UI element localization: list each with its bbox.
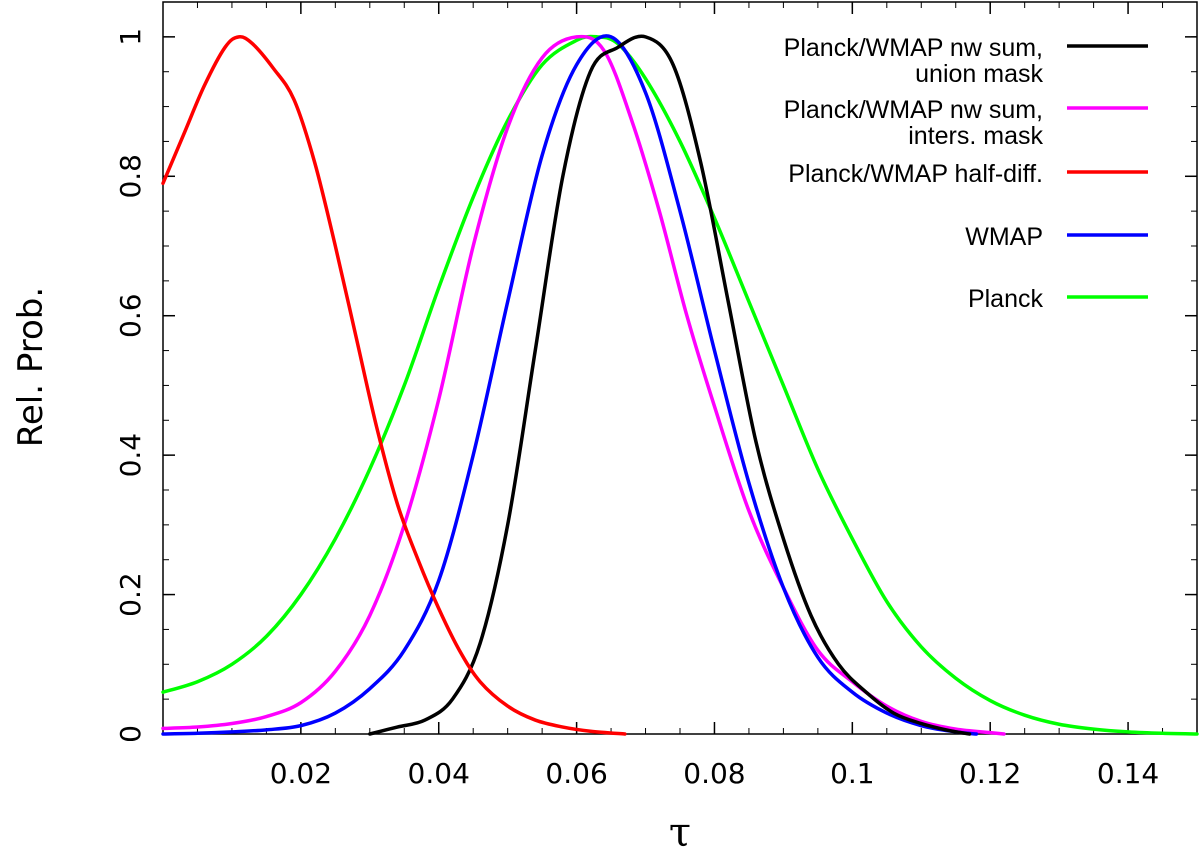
- axes: 0.02 0.04 0.06 0.08 0.1 0.12 0.14 0 0.2 0.4 0.6 0.8…: [114, 1, 1198, 790]
- y-tick-label: 0.6: [114, 293, 147, 338]
- legend-entry: WMAP: [965, 223, 1148, 251]
- y-tick-label: 0: [114, 725, 147, 743]
- legend-label: WMAP: [965, 223, 1043, 251]
- series-line-3: [161, 34, 979, 736]
- series-lines: [161, 34, 1199, 736]
- legend-label: Planck: [968, 285, 1044, 313]
- legend-label: inters. mask: [908, 122, 1043, 150]
- x-tick-label: 0.14: [1097, 757, 1159, 790]
- x-tick-label: 0.02: [270, 757, 332, 790]
- y-tick-label: 0.2: [114, 572, 147, 617]
- legend-label: Planck/WMAP nw sum,: [784, 34, 1043, 62]
- legend-label: union mask: [915, 60, 1043, 88]
- series-line-0: [368, 34, 972, 736]
- y-axis-title: Rel. Prob.: [11, 287, 51, 447]
- legend-label: Planck/WMAP nw sum,: [784, 96, 1043, 124]
- x-tick-label: 0.04: [408, 757, 470, 790]
- series-line-2: [161, 35, 627, 736]
- legend-entry: Planck/WMAP nw sum,inters. mask: [784, 96, 1148, 150]
- series-line-1: [161, 34, 1006, 736]
- y-tick-label: 1: [114, 28, 147, 46]
- x-tick-label: 0.08: [683, 757, 745, 790]
- x-axis-title: τ: [669, 810, 691, 852]
- y-tick-label: 0.8: [114, 154, 147, 199]
- x-tick-label: 0.1: [830, 757, 875, 790]
- legend-entry: Planck: [968, 285, 1148, 313]
- x-tick-label: 0.12: [959, 757, 1021, 790]
- legend-entry: Planck/WMAP nw sum,union mask: [784, 34, 1148, 88]
- legend-entry: Planck/WMAP half-diff.: [788, 160, 1148, 188]
- x-tick-label: 0.06: [545, 757, 607, 790]
- series-line-4: [161, 34, 1199, 736]
- legend: Planck/WMAP nw sum,union maskPlanck/WMAP…: [784, 34, 1148, 313]
- legend-label: Planck/WMAP half-diff.: [788, 160, 1043, 188]
- y-tick-label: 0.4: [114, 433, 147, 478]
